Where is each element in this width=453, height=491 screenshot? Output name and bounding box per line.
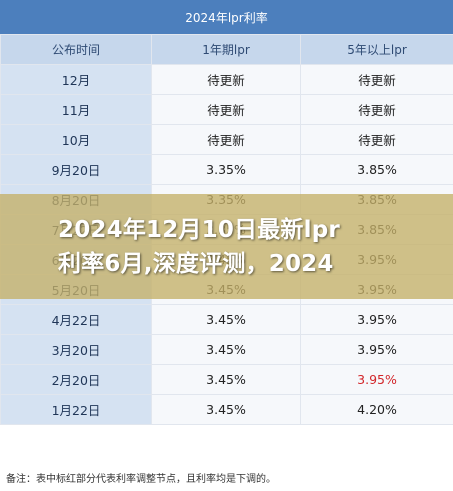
table-row: 9月20日 3.35% 3.85% (0, 154, 453, 185)
cell-date: 10月 (0, 124, 152, 155)
table-row: 12月 待更新 待更新 (0, 64, 453, 95)
headline-line-1: 2024年12月10日最新lpr (58, 216, 340, 243)
table-title: 2024年lpr利率 (0, 0, 453, 34)
cell-one-year: 待更新 (151, 64, 301, 95)
cell-date: 2月20日 (0, 364, 152, 395)
cell-one-year: 待更新 (151, 124, 301, 155)
header-date: 公布时间 (0, 34, 152, 65)
cell-one-year: 待更新 (151, 94, 301, 125)
cell-date: 11月 (0, 94, 152, 125)
headline-overlay: 2024年12月10日最新lpr 利率6月,深度评测，2024 (0, 194, 453, 299)
cell-five-year: 3.95% (300, 334, 453, 365)
cell-date: 4月22日 (0, 304, 152, 335)
table-header-row: 公布时间 1年期lpr 5年以上lpr (0, 34, 453, 65)
cell-one-year: 3.45% (151, 394, 301, 425)
cell-five-year: 待更新 (300, 64, 453, 95)
cell-date: 9月20日 (0, 154, 152, 185)
cell-one-year: 3.35% (151, 154, 301, 185)
table-row: 4月22日 3.45% 3.95% (0, 304, 453, 335)
cell-five-year: 4.20% (300, 394, 453, 425)
cell-five-year: 待更新 (300, 94, 453, 125)
table-row: 1月22日 3.45% 4.20% (0, 394, 453, 425)
header-five-year: 5年以上lpr (300, 34, 453, 65)
table-row: 3月20日 3.45% 3.95% (0, 334, 453, 365)
cell-five-year: 3.95% (300, 304, 453, 335)
cell-one-year: 3.45% (151, 334, 301, 365)
headline-line-2: 利率6月,深度评测，2024 (58, 250, 334, 277)
cell-date: 1月22日 (0, 394, 152, 425)
table-note: 备注：表中标红部分代表利率调整节点，且利率均是下调的。 (6, 474, 276, 485)
table-row: 2月20日 3.45% 3.95% (0, 364, 453, 395)
header-one-year: 1年期lpr (151, 34, 301, 65)
cell-one-year: 3.45% (151, 304, 301, 335)
table-row: 11月 待更新 待更新 (0, 94, 453, 125)
cell-five-year: 待更新 (300, 124, 453, 155)
cell-one-year: 3.45% (151, 364, 301, 395)
cell-five-year: 3.95% (300, 364, 453, 395)
cell-five-year: 3.85% (300, 154, 453, 185)
table-row: 10月 待更新 待更新 (0, 124, 453, 155)
cell-date: 12月 (0, 64, 152, 95)
cell-date: 3月20日 (0, 334, 152, 365)
